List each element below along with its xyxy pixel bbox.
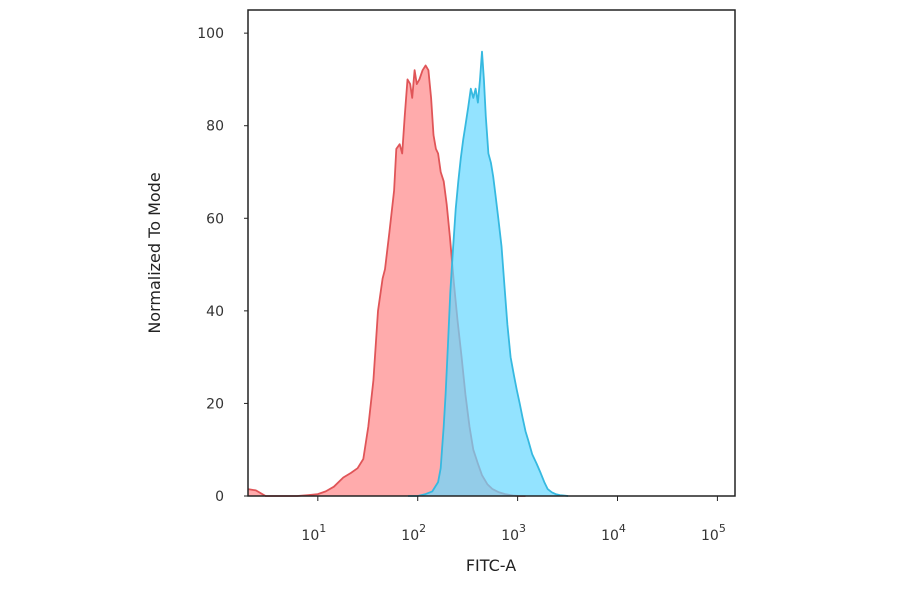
y-axis-ticks: 0 20 40 60 80 100 [197,26,248,505]
histogram-outline-2 [408,50,569,497]
series-layer [247,50,569,497]
y-tick-label: 0 [215,489,224,505]
plot-frame [247,9,736,497]
histogram-fill-2 [408,51,569,496]
y-tick-label: 80 [206,119,224,135]
x-tick-label: 101 [301,522,326,544]
y-tick-label: 60 [206,211,224,227]
x-axis-title: FITC-A [466,556,516,575]
x-tick-label: 104 [601,522,626,544]
y-tick-label: 100 [197,26,224,42]
y-tick-label: 40 [206,304,224,320]
y-tick-label: 20 [206,396,224,412]
y-axis-title: Normalized To Mode [145,172,164,333]
x-axis-ticks: 101 102 103 104 105 [301,496,726,544]
x-tick-label: 105 [701,522,726,544]
x-tick-label: 103 [501,522,526,544]
x-tick-label: 102 [401,522,426,544]
